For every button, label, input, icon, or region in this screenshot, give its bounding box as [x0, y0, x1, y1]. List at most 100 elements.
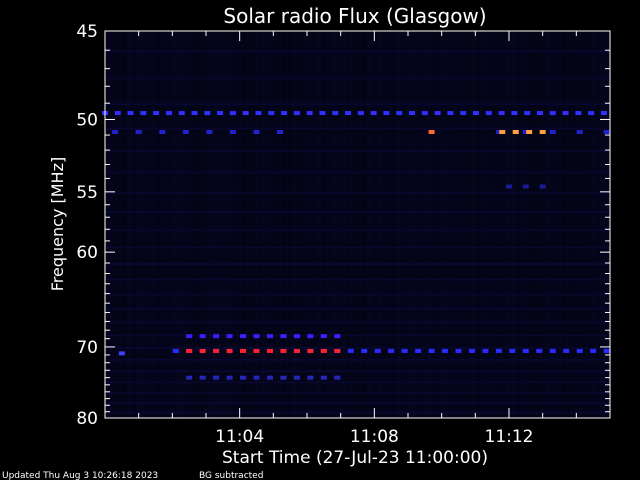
background-streak — [593, 31, 595, 418]
feature-dash — [536, 111, 543, 116]
footer-bg-note: BG subtracted — [199, 471, 263, 480]
background-streak — [513, 31, 515, 418]
background-streak — [163, 31, 165, 418]
background-streak — [123, 31, 125, 418]
feature-dash — [172, 348, 179, 353]
feature-dash — [112, 129, 119, 134]
background-band — [105, 346, 610, 349]
plot-frame: 45 50 55 60 70 80 11:04 11:08 11:12 — [76, 22, 611, 447]
background-streak — [428, 31, 430, 418]
feature-dash — [320, 348, 327, 353]
background-band — [105, 127, 610, 130]
background-streak — [363, 31, 365, 418]
background-streak — [548, 31, 550, 418]
y-tick-label: 55 — [76, 183, 98, 203]
plot-background — [105, 31, 610, 418]
background-streak — [473, 31, 475, 418]
background-streak — [423, 31, 425, 418]
background-streak — [438, 31, 440, 418]
background-streak — [303, 31, 305, 418]
background-streak — [293, 31, 295, 418]
feature-dash — [165, 111, 172, 116]
background-streak — [358, 31, 360, 418]
feature-dash — [442, 348, 449, 353]
background-band — [105, 103, 610, 106]
feature-dash — [563, 348, 570, 353]
feature-dash — [213, 375, 220, 380]
feature-dash — [217, 111, 224, 116]
background-streak — [368, 31, 370, 418]
background-streak — [448, 31, 450, 418]
background-streak — [218, 31, 220, 418]
feature-dash — [396, 111, 403, 116]
feature-dash — [307, 348, 314, 353]
background-streak — [378, 31, 380, 418]
feature-dash — [229, 129, 236, 134]
background-streak — [183, 31, 185, 418]
feature-dash — [127, 111, 134, 116]
feature-dash — [482, 348, 489, 353]
background-streak — [343, 31, 345, 418]
background-band — [105, 391, 610, 394]
background-streak — [508, 31, 510, 418]
feature-dash — [253, 129, 260, 134]
background-streak — [333, 31, 335, 418]
feature-dash — [186, 348, 193, 353]
feature-dash — [575, 111, 582, 116]
feature-dash — [255, 111, 262, 116]
background-streak — [553, 31, 555, 418]
feature-dash — [576, 129, 583, 134]
feature-dash — [306, 111, 313, 116]
background-band — [105, 334, 610, 337]
background-streak — [413, 31, 415, 418]
feature-dash — [539, 184, 546, 189]
feature-dash — [434, 111, 441, 116]
y-tick-label: 45 — [76, 22, 98, 42]
background-streak — [453, 31, 455, 418]
background-streak — [298, 31, 300, 418]
feature-dash — [226, 348, 233, 353]
background-streak — [608, 31, 610, 418]
feature-dash — [135, 129, 142, 134]
background-streak — [118, 31, 120, 418]
feature-dash — [536, 348, 543, 353]
chart-title: Solar radio Flux (Glasgow) — [223, 4, 486, 28]
feature-dash — [153, 111, 160, 116]
background-streak — [108, 31, 110, 418]
feature-dash — [549, 129, 556, 134]
background-streak — [193, 31, 195, 418]
feature-dash — [114, 111, 121, 116]
background-streak — [403, 31, 405, 418]
background-streak — [158, 31, 160, 418]
background-streak — [173, 31, 175, 418]
background-streak — [258, 31, 260, 418]
feature-dash — [266, 334, 273, 339]
background-streak — [113, 31, 115, 418]
feature-dash — [226, 334, 233, 339]
background-streak — [558, 31, 560, 418]
background-streak — [518, 31, 520, 418]
feature-dash — [213, 348, 220, 353]
feature-dash — [240, 334, 247, 339]
feature-dash — [293, 334, 300, 339]
background-band — [105, 381, 610, 384]
feature-dash — [226, 375, 233, 380]
feature-dash — [588, 111, 595, 116]
feature-dash — [332, 111, 339, 116]
background-streak — [288, 31, 290, 418]
feature-dash — [388, 348, 395, 353]
background-streak — [383, 31, 385, 418]
background-streak — [318, 31, 320, 418]
feature-dash — [334, 375, 341, 380]
background-streak — [503, 31, 505, 418]
feature-dash — [229, 111, 236, 116]
feature-dash — [562, 111, 569, 116]
feature-dash — [383, 111, 390, 116]
background-streak — [583, 31, 585, 418]
feature-dash — [509, 348, 516, 353]
feature-dash — [498, 111, 505, 116]
background-streak — [133, 31, 135, 418]
feature-dash — [590, 348, 597, 353]
feature-dash — [191, 111, 198, 116]
background-streak — [278, 31, 280, 418]
